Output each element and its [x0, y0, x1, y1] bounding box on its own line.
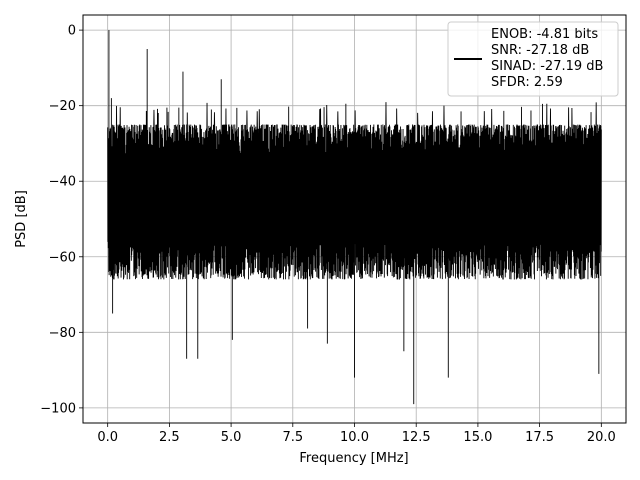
x-tick-label: 10.0 — [340, 430, 369, 445]
y-tick-label: 0 — [68, 24, 76, 39]
x-tick-label: 7.5 — [282, 430, 303, 445]
x-tick-label: 12.5 — [402, 430, 431, 445]
x-axis-label: Frequency [MHz] — [299, 451, 408, 466]
plot-area — [107, 30, 602, 405]
legend-enob: ENOB: -4.81 bits — [491, 27, 598, 42]
psd-series-line — [107, 30, 602, 405]
legend-sinad: SINAD: -27.19 dB — [491, 59, 603, 74]
y-tick-label: −80 — [49, 326, 76, 341]
y-tick-label: −60 — [49, 250, 76, 265]
x-tick-label: 20.0 — [587, 430, 616, 445]
y-axis-label: PSD [dB] — [14, 190, 29, 248]
legend: ENOB: -4.81 bits SNR: -27.18 dB SINAD: -… — [447, 21, 619, 97]
y-tick-label: −40 — [49, 175, 76, 190]
x-tick-label: 0.0 — [97, 430, 118, 445]
x-tick-label: 15.0 — [463, 430, 492, 445]
legend-box — [447, 21, 619, 97]
x-tick-label: 5.0 — [221, 430, 242, 445]
y-axis-ticks: 0 −20 −40 −60 −80 −100 — [40, 24, 83, 416]
y-tick-label: −20 — [49, 99, 76, 114]
legend-sfdr: SFDR: 2.59 — [491, 75, 563, 90]
legend-snr: SNR: -27.18 dB — [491, 43, 589, 58]
y-tick-label: −100 — [40, 401, 76, 416]
x-axis-ticks: 0.0 2.5 5.0 7.5 10.0 12.5 15.0 17.5 20.0 — [97, 423, 616, 445]
x-tick-label: 2.5 — [159, 430, 180, 445]
x-tick-label: 17.5 — [525, 430, 554, 445]
